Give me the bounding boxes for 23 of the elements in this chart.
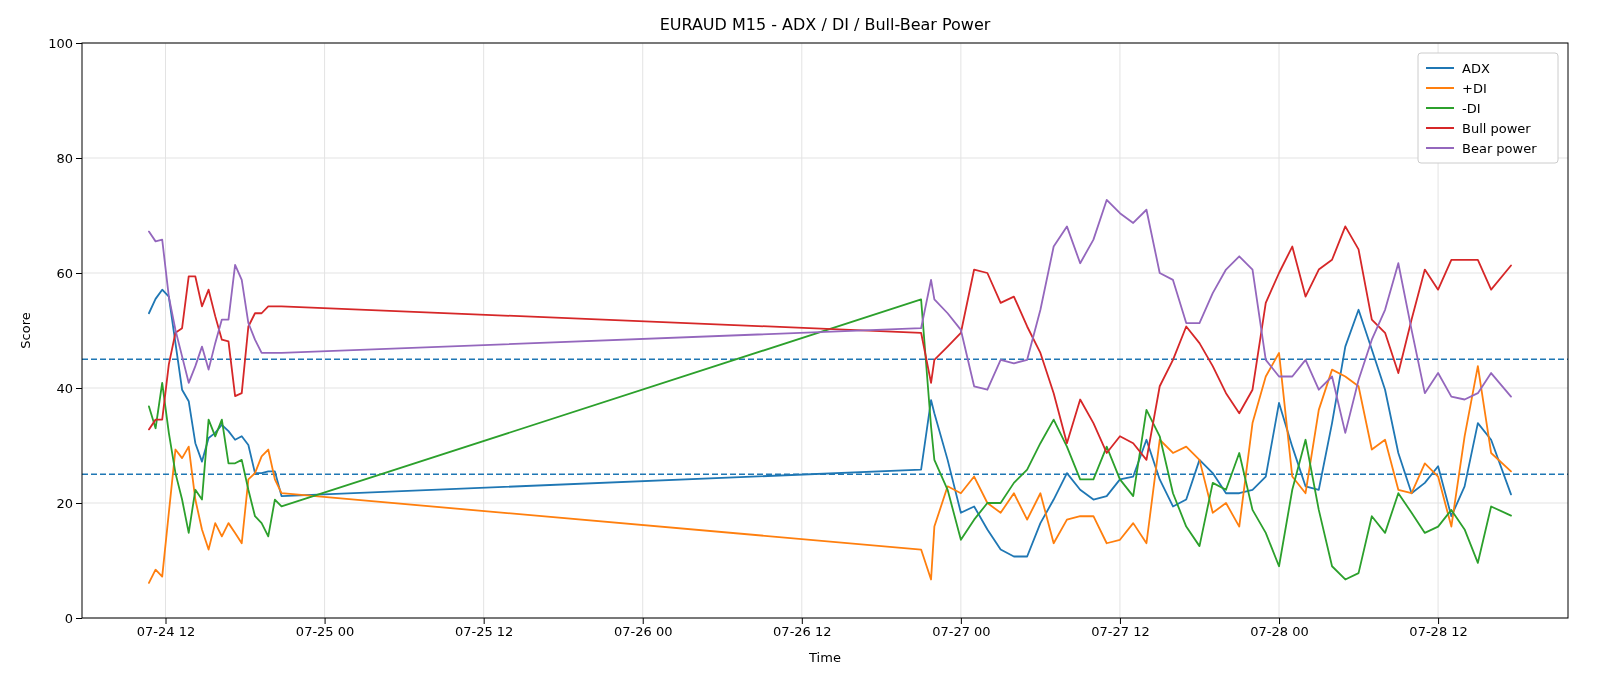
legend-label: Bull power: [1462, 120, 1532, 136]
x-tick-label: 07-26 00: [614, 624, 673, 640]
x-tick-label: 07-25 00: [295, 624, 355, 640]
x-axis-title: Time: [808, 650, 841, 665]
legend-label: +DI: [1462, 80, 1487, 96]
legend-label: ADX: [1462, 60, 1490, 76]
x-tick-label: 07-28 12: [1409, 624, 1468, 640]
y-tick-label: 100: [48, 35, 73, 51]
y-tick-label: 60: [56, 265, 73, 281]
x-tick-label: 07-28 00: [1250, 624, 1309, 640]
y-tick-label: 20: [56, 495, 73, 511]
x-tick-label: 07-27 12: [1091, 624, 1150, 640]
x-tick-label: 07-26 12: [773, 624, 832, 640]
chart-title: EURAUD M15 - ADX / DI / Bull-Bear Power: [659, 15, 991, 34]
y-tick-label: 40: [56, 380, 73, 396]
legend-label: -DI: [1462, 100, 1481, 116]
y-tick-label: 80: [56, 150, 73, 166]
x-tick-label: 07-25 12: [454, 624, 514, 640]
y-axis-title: Score: [18, 312, 33, 349]
x-tick-label: 07-27 00: [932, 624, 991, 640]
y-tick-label: 0: [64, 610, 73, 626]
legend-label: Bear power: [1462, 140, 1538, 156]
x-tick-label: 07-24 12: [136, 624, 196, 640]
